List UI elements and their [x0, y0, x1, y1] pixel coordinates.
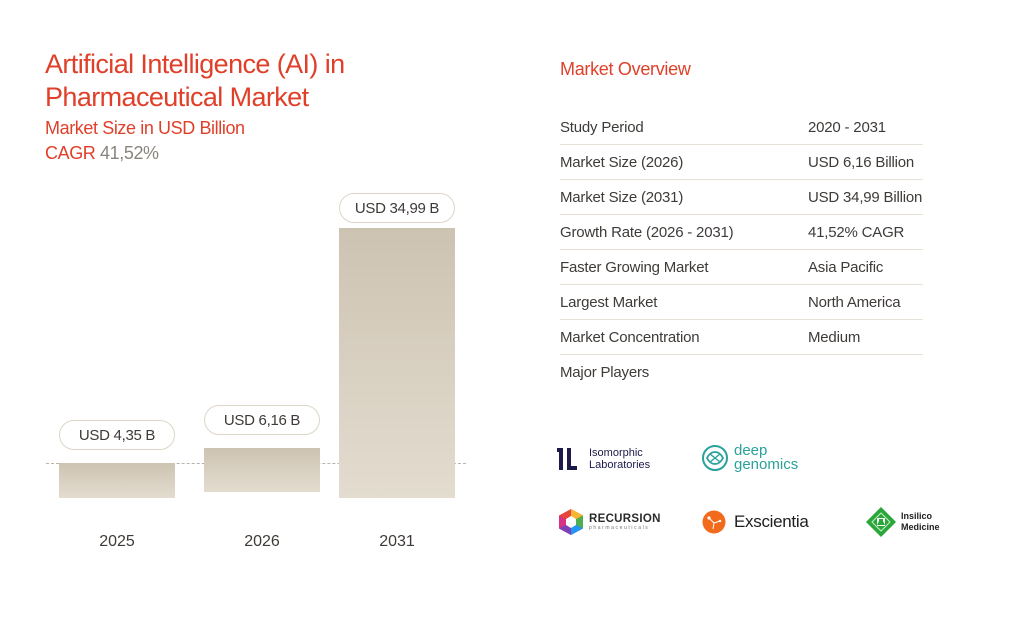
row-value: Medium: [808, 328, 861, 346]
chart-subtitle: Market Size in USD Billion: [45, 118, 245, 138]
market-overview-title: Market Overview: [560, 59, 691, 79]
bar-2031: [339, 228, 455, 498]
cagr-label: CAGR: [45, 143, 96, 163]
row-key: Study Period: [560, 118, 644, 136]
data-label-2026: USD 6,16 B: [204, 405, 320, 435]
cagr-value: 41,52%: [100, 143, 159, 163]
row-key: Largest Market: [560, 293, 658, 311]
logo-text-line1: Isomorphic: [589, 447, 643, 459]
player-exscientia: Exscientia: [702, 510, 809, 534]
overview-row: Study Period 2020 - 2031: [560, 110, 923, 145]
deep-genomics-logo-icon: [702, 445, 728, 471]
logo-text-line1: Insilico: [901, 511, 933, 521]
bar-2025: [59, 463, 175, 498]
row-value: 41,52% CAGR: [808, 223, 905, 241]
logo-text-line2: Laboratories: [589, 459, 651, 471]
data-label-2025: USD 4,35 B: [59, 420, 175, 450]
overview-row: Market Concentration Medium: [560, 320, 923, 355]
chart-title: Artificial Intelligence (AI) in Pharmace…: [45, 49, 345, 112]
row-key: Market Concentration: [560, 328, 700, 346]
player-insilico-medicine: Insilico Medicine: [865, 506, 940, 538]
exscientia-logo-icon: [702, 510, 726, 534]
player-recursion: RECURSION pharmaceuticals: [558, 508, 661, 536]
logo-text-line2: pharmaceuticals: [589, 524, 650, 531]
overview-row-major-players: Major Players: [560, 355, 923, 390]
row-value: 2020 - 2031: [808, 118, 886, 136]
cagr-line: CAGR 41,52%: [45, 143, 159, 164]
row-value: USD 6,16 Billion: [808, 153, 915, 171]
logo-text-line2: Medicine: [901, 522, 940, 532]
logo-text-line2: genomics: [734, 456, 799, 473]
row-key: Market Size (2031): [560, 188, 684, 206]
bar-2026: [204, 448, 320, 492]
insilico-logo-icon: [866, 507, 896, 537]
row-key: Faster Growing Market: [560, 258, 709, 276]
x-tick-2026: 2026: [244, 533, 280, 550]
row-key: Market Size (2026): [560, 153, 684, 171]
market-overview-table: Study Period 2020 - 2031 Market Size (202…: [560, 110, 923, 390]
overview-row: Faster Growing Market Asia Pacific: [560, 250, 923, 285]
row-key: Major Players: [560, 364, 650, 381]
overview-row: Market Size (2026) USD 6,16 Billion: [560, 145, 923, 180]
player-deep-genomics: deep genomics: [701, 442, 799, 473]
overview-row: Largest Market North America: [560, 285, 923, 320]
row-value: Asia Pacific: [808, 258, 884, 276]
isomorphic-logo-icon: [557, 448, 577, 470]
overview-row: Market Size (2031) USD 34,99 Billion: [560, 180, 923, 215]
recursion-logo-icon: [559, 509, 583, 535]
x-tick-2031: 2031: [379, 533, 415, 550]
row-value: USD 34,99 Billion: [808, 188, 923, 206]
row-key: Growth Rate (2026 - 2031): [560, 223, 734, 241]
logo-text-line1: Exscientia: [734, 512, 809, 531]
player-isomorphic-laboratories: Isomorphic Laboratories: [556, 446, 650, 472]
logo-text-line1: RECURSION: [589, 512, 661, 525]
x-tick-2025: 2025: [99, 533, 135, 550]
logo-text-line1: deep: [734, 442, 768, 459]
overview-row: Growth Rate (2026 - 2031) 41,52% CAGR: [560, 215, 923, 250]
row-value: North America: [808, 293, 901, 311]
data-label-2031: USD 34,99 B: [339, 193, 455, 223]
